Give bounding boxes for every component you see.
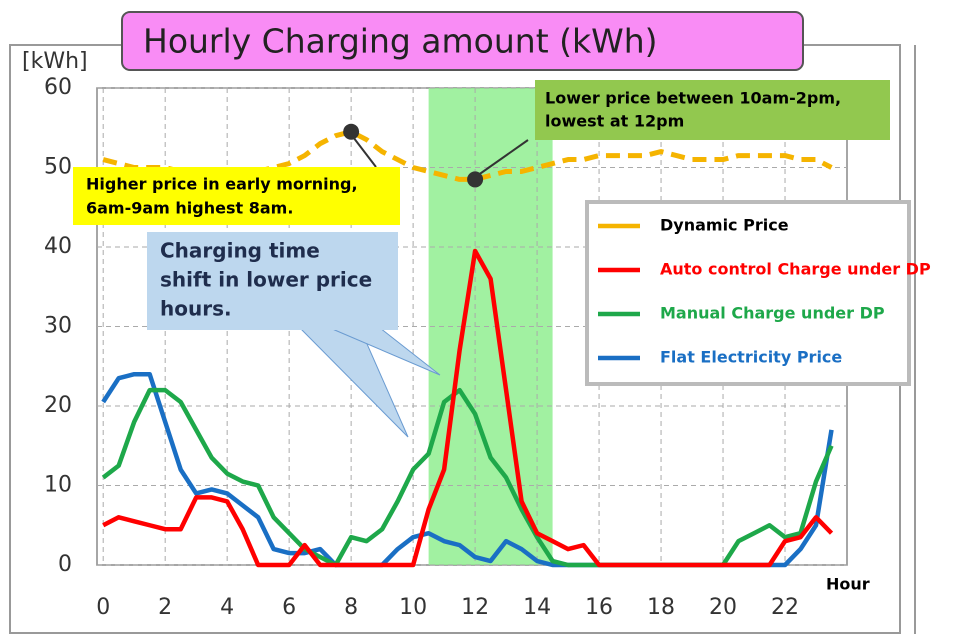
y-tick-label: 20 [44,393,72,418]
x-tick-label: 4 [220,595,234,620]
annotation-text: lowest at 12pm [545,112,684,131]
legend [585,200,911,386]
legend-label: Auto control Charge under DP [660,260,931,279]
annotation-text: hours. [160,297,232,321]
x-tick-label: 0 [96,595,110,620]
point-marker [467,171,484,188]
annotation-box [147,232,398,330]
x-tick-label: 20 [709,595,737,620]
x-tick-label: 12 [461,595,489,620]
y-axis-label: [kWh] [22,49,88,74]
x-axis-label: Hour [826,575,870,594]
legend-label: Manual Charge under DP [660,304,885,323]
annotation-text: Charging time [160,239,320,263]
x-tick-label: 18 [647,595,675,620]
annotation-text: Lower price between 10am-2pm, [545,89,841,108]
x-tick-label: 8 [344,595,358,620]
chart-title: Hourly Charging amount (kWh) [143,22,658,61]
y-tick-label: 0 [58,552,72,577]
x-tick-label: 22 [771,595,799,620]
y-tick-label: 60 [44,75,72,100]
x-tick-label: 16 [585,595,613,620]
annotation-text: Higher price in early morning, [86,175,358,194]
y-tick-label: 50 [44,155,72,180]
annotation-box [73,167,400,225]
x-tick-label: 6 [282,595,296,620]
y-tick-label: 10 [44,473,72,498]
x-tick-label: 10 [399,595,427,620]
series-line [102,248,834,568]
legend-label: Dynamic Price [660,216,789,235]
callout-line [473,139,529,179]
x-tick-label: 14 [523,595,551,620]
annotations: Lower price between 10am-2pm, lowest at … [73,80,931,438]
annotation-text: 6am-9am highest 8am. [86,199,293,218]
annotation-text: shift in lower price [160,268,372,292]
annotation-box [535,80,890,140]
title-box [121,11,804,71]
y-tick-label: 40 [44,234,72,259]
legend-label: Flat Electricity Price [660,348,842,367]
point-marker [343,123,360,140]
x-tick-label: 2 [158,595,172,620]
y-tick-label: 30 [44,314,72,339]
